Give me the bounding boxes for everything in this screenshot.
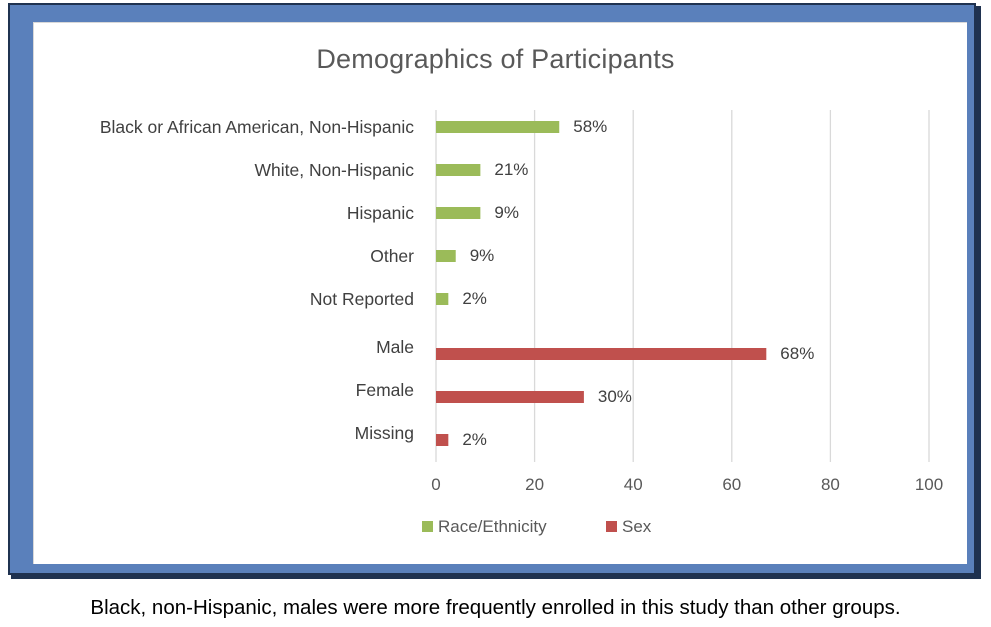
category-label: Female (356, 380, 414, 400)
bar (436, 121, 560, 133)
data-label: 30% (598, 387, 632, 406)
bar (436, 434, 449, 446)
category-label: White, Non-Hispanic (255, 160, 415, 180)
figure-caption: Black, non-Hispanic, males were more fre… (90, 596, 901, 619)
bar (436, 391, 584, 403)
category-label: Black or African American, Non-Hispanic (100, 117, 414, 137)
x-tick-label: 20 (525, 475, 544, 494)
data-labels: 58% 21% 9% 9% 2% 68% 30% 2% (462, 117, 814, 449)
bar (436, 348, 767, 360)
data-label: 21% (494, 160, 528, 179)
category-labels: Black or African American, Non-Hispanic W… (100, 117, 414, 443)
legend: Race/Ethnicity Sex (422, 517, 652, 536)
category-label: Hispanic (347, 203, 414, 223)
legend-label: Sex (622, 517, 652, 536)
data-label: 9% (470, 246, 495, 265)
data-label: 68% (780, 344, 814, 363)
bar (436, 164, 481, 176)
data-label: 2% (462, 289, 487, 308)
x-tick-label: 100 (915, 475, 943, 494)
bar (436, 250, 456, 262)
legend-swatch (422, 521, 433, 532)
x-tick-label: 40 (624, 475, 643, 494)
x-tick-label: 60 (722, 475, 741, 494)
data-label: 58% (573, 117, 607, 136)
bar (436, 207, 481, 219)
chart-area (33, 22, 967, 564)
category-label: Missing (355, 423, 414, 443)
x-tick-label: 80 (821, 475, 840, 494)
x-tick-labels: 0 20 40 60 80 100 (431, 475, 943, 494)
bars (436, 121, 767, 446)
data-label: 9% (494, 203, 519, 222)
category-label: Male (376, 337, 414, 357)
x-tick-label: 0 (431, 475, 440, 494)
category-label: Not Reported (310, 289, 414, 309)
bar (436, 293, 449, 305)
chart-title: Demographics of Participants (316, 44, 675, 74)
legend-label: Race/Ethnicity (438, 517, 547, 536)
category-label: Other (370, 246, 414, 266)
legend-swatch (606, 521, 617, 532)
data-label: 2% (462, 430, 487, 449)
